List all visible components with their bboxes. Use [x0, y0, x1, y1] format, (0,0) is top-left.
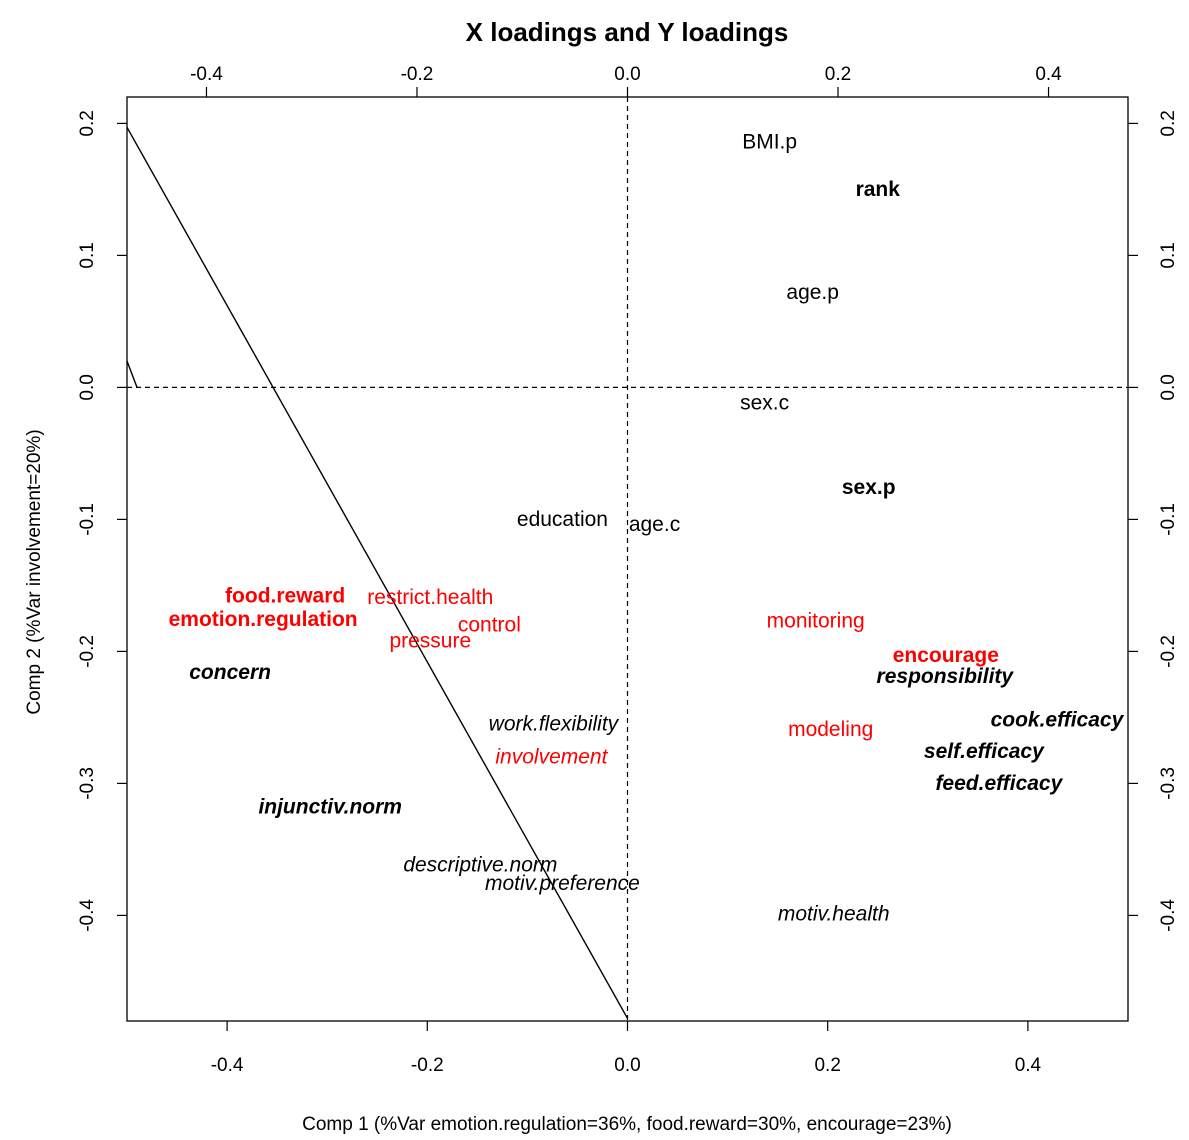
right-tick-label: -0.3: [1158, 767, 1179, 800]
right-axis: -0.4 -0.3 -0.2 -0.1 0.0 0.1 0.2: [1128, 110, 1179, 932]
right-tick-label: -0.1: [1158, 503, 1179, 536]
series-line-1: [126, 360, 138, 388]
series-lines: [126, 127, 629, 1019]
point-label: self.efficacy: [924, 740, 1045, 763]
point-label: emotion.regulation: [169, 608, 358, 631]
point-label: food.reward: [225, 584, 345, 607]
reference-lines: [127, 97, 1128, 1021]
point-label: feed.efficacy: [935, 772, 1063, 795]
series-line-0: [126, 127, 629, 1019]
point-label: sex.p: [842, 476, 896, 499]
top-tick-label: 0.2: [825, 64, 851, 85]
y-axis-title: Comp 2 (%Var involvement=20%): [24, 429, 45, 714]
point-label: rank: [856, 178, 901, 201]
point-label: monitoring: [767, 610, 865, 633]
right-tick-label: 0.1: [1158, 242, 1179, 268]
point-label: motiv.preference: [485, 872, 640, 895]
point-label: age.p: [786, 281, 839, 304]
right-tick-label: -0.4: [1158, 899, 1179, 932]
point-label: sex.c: [740, 392, 789, 415]
bottom-tick-label: 0.4: [1015, 1055, 1042, 1076]
top-axis: -0.4 -0.2 0.0 0.2 0.4: [190, 64, 1062, 97]
bottom-axis: -0.4 -0.2 0.0 0.2 0.4: [211, 1021, 1042, 1076]
point-label: injunctiv.norm: [258, 796, 402, 819]
left-tick-label: -0.3: [77, 767, 98, 800]
point-label: restrict.health: [367, 586, 493, 609]
left-tick-label: 0.1: [77, 242, 98, 268]
right-tick-label: -0.2: [1158, 635, 1179, 668]
left-tick-label: -0.4: [77, 899, 98, 932]
left-tick-label: -0.1: [77, 503, 98, 536]
point-label: cook.efficacy: [991, 709, 1125, 732]
x-axis-title: Comp 1 (%Var emotion.regulation=36%, foo…: [302, 1114, 952, 1135]
point-label: responsibility: [877, 665, 1015, 688]
left-tick-label: 0.2: [77, 110, 98, 136]
point-label: education: [517, 508, 608, 531]
point-label: pressure: [389, 629, 471, 652]
bottom-tick-label: 0.2: [814, 1055, 840, 1076]
point-label: BMI.p: [742, 130, 797, 153]
point-label: involvement: [495, 746, 608, 769]
point-label: age.c: [629, 513, 680, 536]
top-tick-label: 0.4: [1035, 64, 1062, 85]
bottom-tick-label: 0.0: [614, 1055, 640, 1076]
chart-title: X loadings and Y loadings: [466, 17, 789, 47]
point-label: concern: [189, 661, 271, 684]
bottom-tick-label: -0.2: [411, 1055, 444, 1076]
point-label: work.flexibility: [489, 713, 620, 736]
right-tick-label: 0.2: [1158, 110, 1179, 136]
left-tick-label: 0.0: [77, 374, 98, 400]
point-label: modeling: [788, 718, 873, 741]
top-tick-label: -0.2: [401, 64, 434, 85]
point-label: control: [458, 614, 521, 637]
right-tick-label: 0.0: [1158, 374, 1179, 400]
point-label: encourage: [893, 644, 999, 667]
point-labels: BMI.p rank age.p sex.c sex.p education age.c fo…: [169, 130, 1125, 925]
left-tick-label: -0.2: [77, 635, 98, 668]
point-label: descriptive.norm: [403, 854, 557, 877]
point-label: motiv.health: [778, 903, 890, 926]
bottom-tick-label: -0.4: [211, 1055, 244, 1076]
top-tick-label: -0.4: [190, 64, 223, 85]
top-tick-label: 0.0: [614, 64, 640, 85]
left-axis: -0.4 -0.3 -0.2 -0.1 0.0 0.1 0.2: [77, 110, 127, 932]
